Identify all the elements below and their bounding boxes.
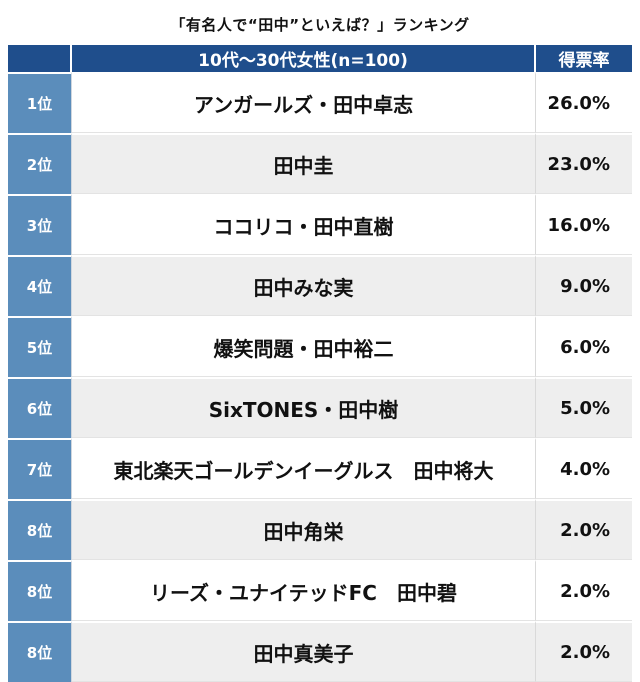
name-cell: 田中みな実 xyxy=(72,255,536,316)
rank-cell: 8位 xyxy=(8,621,72,682)
vote-rate-cell: 2.0% xyxy=(536,621,632,682)
table-row: 3位 ココリコ・田中直樹 16.0% xyxy=(8,194,632,255)
name-cell: 田中角栄 xyxy=(72,499,536,560)
name-cell: ココリコ・田中直樹 xyxy=(72,194,536,255)
vote-rate-cell: 5.0% xyxy=(536,377,632,438)
rank-cell: 3位 xyxy=(8,194,72,255)
rank-cell: 6位 xyxy=(8,377,72,438)
vote-rate-cell: 23.0% xyxy=(536,133,632,194)
header-row: 10代〜30代女性(n=100) 得票率 xyxy=(8,45,632,72)
table-row: 1位 アンガールズ・田中卓志 26.0% xyxy=(8,72,632,133)
table-row: 7位 東北楽天ゴールデンイーグルス 田中将大 4.0% xyxy=(8,438,632,499)
name-cell: 東北楽天ゴールデンイーグルス 田中将大 xyxy=(72,438,536,499)
chart-title: 「有名人で“田中”といえば？」ランキング xyxy=(170,16,470,34)
rank-cell: 8位 xyxy=(8,499,72,560)
vote-rate-cell: 26.0% xyxy=(536,72,632,133)
rank-cell: 1位 xyxy=(8,72,72,133)
name-cell: 田中圭 xyxy=(72,133,536,194)
vote-rate-cell: 2.0% xyxy=(536,560,632,621)
table-row: 8位 田中真美子 2.0% xyxy=(8,621,632,682)
table-row: 4位 田中みな実 9.0% xyxy=(8,255,632,316)
rank-cell: 8位 xyxy=(8,560,72,621)
group-column-header: 10代〜30代女性(n=100) xyxy=(72,45,536,72)
rank-cell: 4位 xyxy=(8,255,72,316)
table-row: 8位 リーズ・ユナイテッドFC 田中碧 2.0% xyxy=(8,560,632,621)
vote-rate-cell: 2.0% xyxy=(536,499,632,560)
table-row: 5位 爆笑問題・田中裕二 6.0% xyxy=(8,316,632,377)
ranking-table: 10代〜30代女性(n=100) 得票率 1位 アンガールズ・田中卓志 26.0% 2… xyxy=(8,45,632,682)
vote-rate-cell: 4.0% xyxy=(536,438,632,499)
vote-rate-column-header: 得票率 xyxy=(536,45,632,72)
table-row: 2位 田中圭 23.0% xyxy=(8,133,632,194)
vote-rate-cell: 6.0% xyxy=(536,316,632,377)
table-row: 8位 田中角栄 2.0% xyxy=(8,499,632,560)
name-cell: アンガールズ・田中卓志 xyxy=(72,72,536,133)
name-cell: 爆笑問題・田中裕二 xyxy=(72,316,536,377)
rank-cell: 7位 xyxy=(8,438,72,499)
rank-cell: 2位 xyxy=(8,133,72,194)
vote-rate-cell: 16.0% xyxy=(536,194,632,255)
rank-column-header xyxy=(8,45,72,72)
name-cell: 田中真美子 xyxy=(72,621,536,682)
name-cell: リーズ・ユナイテッドFC 田中碧 xyxy=(72,560,536,621)
table-row: 6位 SixTONES・田中樹 5.0% xyxy=(8,377,632,438)
vote-rate-cell: 9.0% xyxy=(536,255,632,316)
rank-cell: 5位 xyxy=(8,316,72,377)
name-cell: SixTONES・田中樹 xyxy=(72,377,536,438)
ranking-rows: 1位 アンガールズ・田中卓志 26.0% 2位 田中圭 23.0% 3位 ココリコ・田中直樹 1… xyxy=(8,72,632,682)
